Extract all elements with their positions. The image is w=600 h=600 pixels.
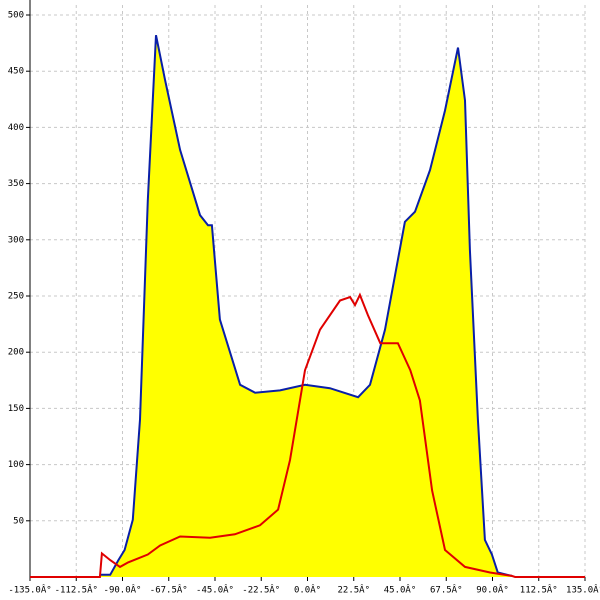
y-tick-label: 150: [8, 404, 24, 414]
y-tick-label: 200: [8, 348, 24, 358]
y-tick-label: 500: [8, 11, 24, 21]
x-tick-label: -67.5Â°: [150, 584, 188, 596]
x-tick-label: 45.0Â°: [384, 584, 417, 596]
x-tick-label: -45.0Â°: [196, 584, 234, 596]
y-tick-label: 300: [8, 235, 24, 245]
x-tick-label: 135.0Â°: [566, 584, 600, 596]
x-tick-label: -112.5Â°: [55, 584, 98, 596]
series-line: [30, 292, 585, 578]
x-tick-label: -90.0Â°: [104, 584, 142, 596]
x-tick-label: -22.5Â°: [242, 584, 280, 596]
y-tick-label: 400: [8, 123, 24, 133]
y-tick-label: 50: [13, 516, 24, 526]
x-tick-label: 90.0Â°: [476, 584, 509, 596]
series-line: [99, 35, 513, 577]
x-tick-label: 0.0Â°: [294, 584, 321, 596]
x-tick-label: 67.5Â°: [430, 584, 463, 596]
y-tick-label: 450: [8, 67, 24, 77]
y-tick-label: 250: [8, 292, 24, 302]
x-tick-label: -135.0Â°: [8, 584, 51, 596]
x-tick-label: 112.5Â°: [520, 584, 558, 596]
y-tick-label: 100: [8, 460, 24, 470]
area-fill: [99, 35, 512, 577]
x-tick-label: 22.5Â°: [337, 584, 370, 596]
y-tick-label: 350: [8, 179, 24, 189]
